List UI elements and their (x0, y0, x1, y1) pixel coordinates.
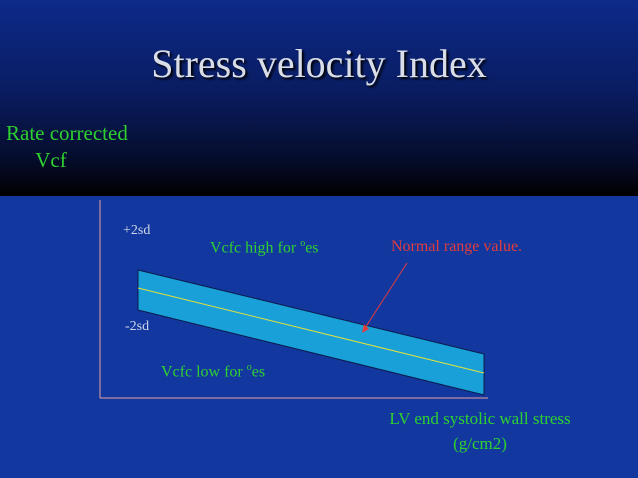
title-band (0, 0, 638, 196)
y-axis-label: Rate corrected Vcf (6, 120, 156, 174)
x-axis-label-line1: LV end systolic wall stress (389, 409, 571, 428)
x-axis-label-line2: (g/cm2) (453, 434, 507, 453)
annotation-pointer-arrowhead (362, 324, 369, 333)
y-axis-label-line2: Vcf (35, 148, 67, 172)
normal-range-annotation: Normal range value. (391, 238, 523, 255)
annotation-pointer-line (364, 262, 408, 329)
y-axis-label-line1: Rate corrected (6, 121, 128, 145)
normal-range-band (137, 269, 485, 396)
slide-title: Stress velocity Index (151, 41, 487, 86)
lower-sd-label: -2sd (125, 319, 150, 334)
upper-sd-label: +2sd (123, 223, 151, 238)
band-center-line (137, 287, 485, 374)
x-axis-label: LV end systolic wall stress (g/cm2) (360, 406, 600, 456)
vcfc-high-annotation: Vcfc high for oes (210, 238, 319, 257)
vcfc-low-annotation: Vcfc low for oes (161, 362, 266, 381)
